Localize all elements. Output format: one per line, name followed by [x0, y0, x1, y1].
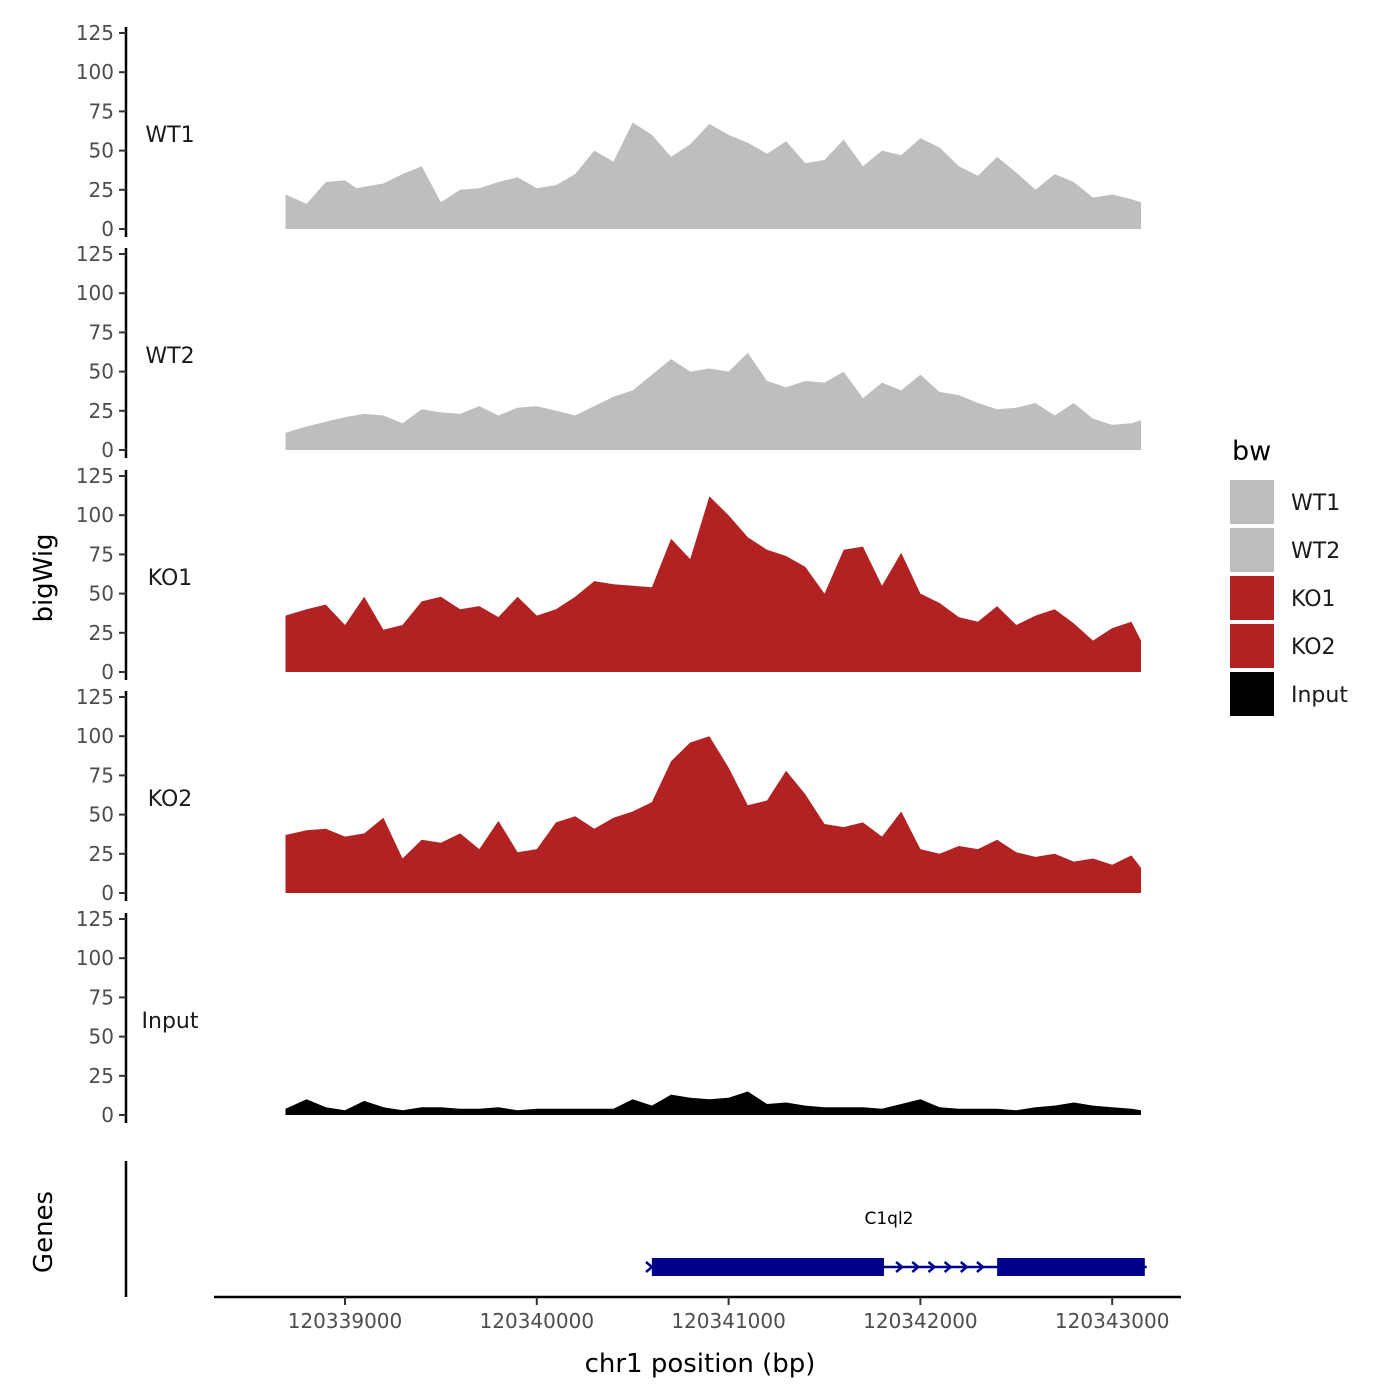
track-label: KO1: [148, 566, 193, 591]
x-tick-label: 120341000: [671, 1309, 786, 1333]
strand-arrow: [927, 1261, 937, 1273]
y-tick-label: 25: [89, 399, 114, 423]
legend-label: WT1: [1291, 491, 1340, 516]
y-tick-label: 125: [76, 907, 114, 931]
legend-label: KO1: [1291, 587, 1336, 612]
gene-panel: C1ql2: [124, 1161, 1147, 1297]
y-tick-label: 50: [89, 1025, 114, 1049]
y-tick-label: 100: [76, 724, 114, 748]
legend-key-wt1: [1230, 480, 1274, 524]
track-label: WT1: [145, 123, 194, 148]
y-axis-title: bigWig: [29, 533, 59, 622]
x-tick-label: 120343000: [1055, 1309, 1170, 1333]
y-tick-label: 50: [89, 360, 114, 384]
y-tick-label: 25: [89, 178, 114, 202]
legend-label: Input: [1291, 683, 1348, 708]
strand-arrow: [645, 1261, 654, 1273]
y-tick-label: 100: [76, 503, 114, 527]
area-wt1: [285, 122, 1141, 229]
x-axis: 120339000 120340000 120341000 120342000 1203…: [214, 1295, 1181, 1333]
y-tick-label: 0: [101, 881, 114, 905]
strand-arrow: [976, 1261, 985, 1273]
y-tick-label: 0: [101, 217, 114, 241]
legend-label: KO2: [1291, 635, 1336, 660]
y-tick-label: 50: [89, 139, 114, 163]
y-tick-label: 125: [76, 685, 114, 709]
gene-c1ql2: C1ql2: [645, 1209, 1147, 1276]
bigwig-tracks: 0 25 50 75 100 125 WT1 0 25 50 75 100 125 WT2 0 25 50 75 1…: [76, 21, 1141, 1127]
y-tick-label: 125: [76, 464, 114, 488]
track-wt1: 0 25 50 75 100 125 WT1: [76, 21, 1141, 241]
area-ko2: [285, 736, 1141, 893]
legend-key-ko1: [1230, 576, 1274, 620]
y-tick-label: 0: [101, 660, 114, 684]
y-tick-label: 125: [76, 242, 114, 266]
track-label: KO2: [148, 787, 193, 812]
x-axis-title: chr1 position (bp): [585, 1349, 816, 1379]
y-tick-label: 50: [89, 803, 114, 827]
strand-arrow: [959, 1261, 969, 1273]
track-wt2: 0 25 50 75 100 125 WT2: [76, 242, 1141, 462]
y-tick-label: 25: [89, 1064, 114, 1088]
x-tick-label: 120339000: [288, 1309, 403, 1333]
track-label: WT2: [145, 344, 194, 369]
y-tick-label: 75: [89, 99, 114, 123]
y-tick-label: 75: [89, 542, 114, 566]
area-input: [285, 1091, 1141, 1115]
y-tick-label: 75: [89, 320, 114, 344]
strand-arrow: [895, 1261, 905, 1273]
area-wt2: [285, 352, 1141, 450]
legend: bw WT1 WT2 KO1 KO2 Input: [1230, 436, 1348, 716]
x-tick-label: 120340000: [480, 1309, 595, 1333]
track-ko2: 0 25 50 75 100 125 KO2: [76, 685, 1141, 905]
legend-key-ko2: [1230, 624, 1274, 668]
legend-key-input: [1230, 672, 1274, 716]
y-tick-label: 125: [76, 21, 114, 45]
y-tick-label: 50: [89, 582, 114, 606]
y-tick-label: 100: [76, 946, 114, 970]
strand-arrow: [911, 1261, 921, 1273]
x-tick-label: 120342000: [863, 1309, 978, 1333]
legend-label: WT2: [1291, 539, 1340, 564]
gene-panel-title: Genes: [29, 1191, 59, 1273]
y-tick-label: 75: [89, 985, 114, 1009]
y-tick-label: 100: [76, 281, 114, 305]
y-tick-label: 0: [101, 438, 114, 462]
y-tick-label: 75: [89, 763, 114, 787]
gene-exon: [997, 1258, 1145, 1276]
area-ko1: [285, 496, 1141, 672]
y-tick-label: 25: [89, 621, 114, 645]
legend-key-wt2: [1230, 528, 1274, 572]
strand-arrow: [943, 1261, 953, 1273]
gene-exon: [651, 1258, 884, 1276]
y-tick-label: 25: [89, 842, 114, 866]
track-ko1: 0 25 50 75 100 125 KO1: [76, 464, 1141, 684]
track-input: 0 25 50 75 100 125 Input: [76, 907, 1141, 1127]
gene-label: C1ql2: [864, 1209, 913, 1229]
y-tick-label: 0: [101, 1103, 114, 1127]
legend-title: bw: [1232, 436, 1271, 467]
track-label: Input: [142, 1009, 199, 1034]
y-tick-label: 100: [76, 60, 114, 84]
